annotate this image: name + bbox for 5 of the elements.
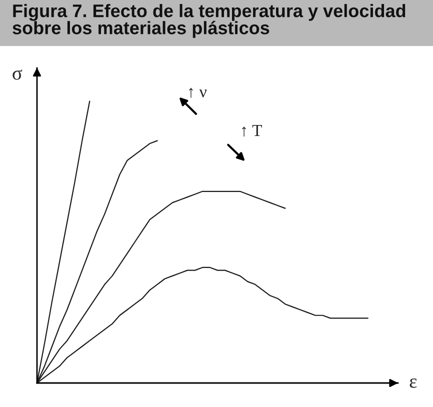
- y-axis-title: σ: [12, 70, 22, 80]
- annotation: ↑ T: [242, 125, 262, 136]
- x-axis-title: ε: [410, 378, 417, 388]
- text: ↑ ν: [189, 88, 206, 98]
- chart-title: Figura 7. Efecto de la temperatura y velocidad sobre los materiales plásticos: [12, 4, 406, 38]
